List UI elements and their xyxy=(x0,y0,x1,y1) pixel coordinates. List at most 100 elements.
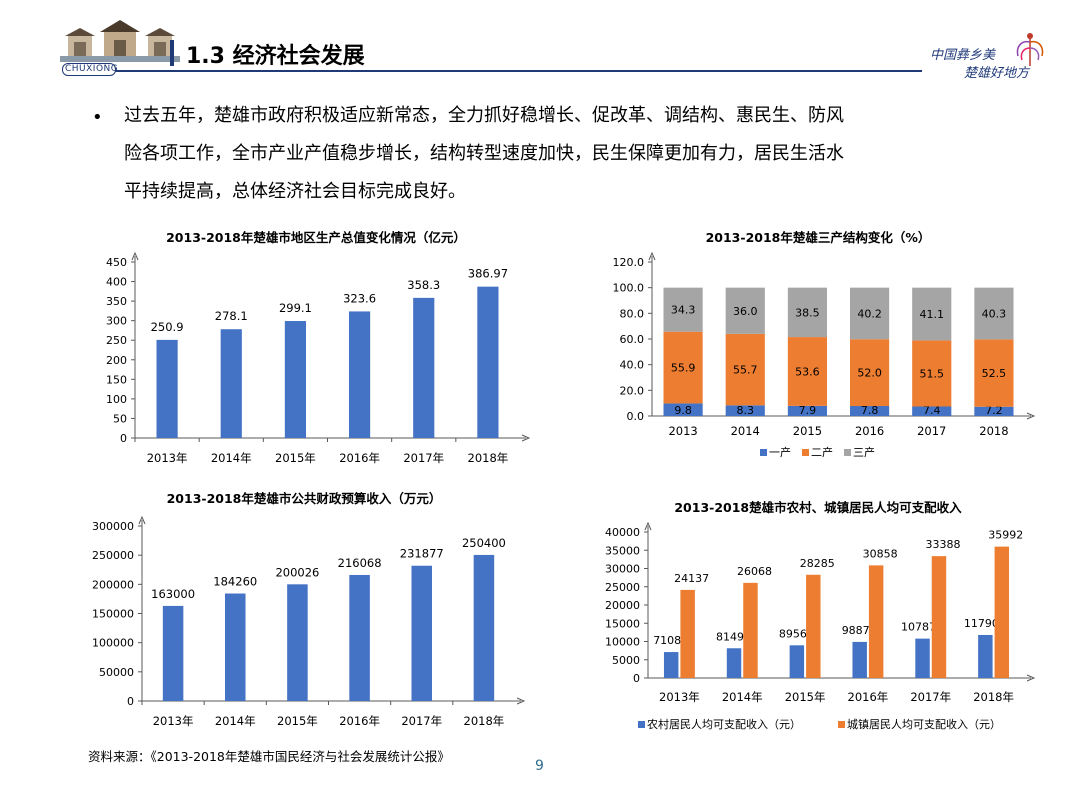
structure-data-label: 38.5 xyxy=(795,306,820,319)
y-tick-label: 60.0 xyxy=(620,333,645,346)
structure-data-label: 53.6 xyxy=(795,365,820,378)
gdp-bar xyxy=(284,321,307,438)
legend-label: 一产 xyxy=(769,445,791,459)
rural-income-label: 10787 xyxy=(901,621,936,634)
intro-paragraph: 过去五年，楚雄市政府积极适应新常态，全力抓好稳增长、促改革、调结构、惠民生、防风… xyxy=(124,97,844,211)
paragraph-line: 平持续提高，总体经济社会目标完成良好。 xyxy=(124,181,466,202)
legend-swatch xyxy=(760,449,767,456)
finance-bar xyxy=(162,605,184,701)
x-tick-label: 2013年 xyxy=(659,690,700,704)
structure-bar-segment xyxy=(725,333,765,406)
structure-bar-segment xyxy=(912,287,952,341)
finance-bar xyxy=(287,584,308,701)
y-tick-label: 250 xyxy=(106,334,127,347)
urban-income-bar xyxy=(743,582,758,678)
urban-income-label: 33388 xyxy=(925,538,960,551)
structure-bar-segment xyxy=(663,403,703,416)
x-tick-label: 2014 xyxy=(731,424,760,438)
gdp-bar xyxy=(156,339,178,438)
x-tick-label: 2016年 xyxy=(339,714,380,728)
rural-income-label: 9887 xyxy=(842,624,870,637)
dancer-logo-icon xyxy=(1016,33,1044,66)
finance-bar xyxy=(411,565,433,701)
x-tick-label: 2015年 xyxy=(277,714,318,728)
y-tick-label: 25000 xyxy=(605,581,640,594)
x-tick-label: 2017 xyxy=(917,424,946,438)
page-number: 9 xyxy=(535,758,544,774)
structure-data-label: 40.2 xyxy=(857,307,882,320)
y-axis-arrow-icon xyxy=(138,515,146,525)
structure-bar-segment xyxy=(850,339,890,406)
y-tick-label: 100000 xyxy=(92,637,134,650)
rural-income-bar xyxy=(915,638,930,678)
x-tick-label: 2013年 xyxy=(153,714,194,728)
finance-data-label: 250400 xyxy=(462,536,506,550)
y-tick-label: 200 xyxy=(106,354,127,367)
rural-income-label: 8956 xyxy=(779,627,807,640)
y-tick-label: 50000 xyxy=(99,666,134,679)
y-tick-label: 30000 xyxy=(605,563,640,576)
x-tick-label: 2017年 xyxy=(403,451,444,465)
structure-data-label: 7.4 xyxy=(923,404,941,417)
gdp-data-label: 250.9 xyxy=(151,320,184,334)
finance-bar xyxy=(224,593,246,701)
title-rule-left xyxy=(170,40,174,66)
urban-income-label: 30858 xyxy=(863,547,898,560)
urban-income-label: 26068 xyxy=(737,565,772,578)
income-chart-title: 2013-2018楚雄市农村、城镇居民人均可支配收入 xyxy=(674,500,962,515)
structure-data-label: 7.8 xyxy=(861,404,879,417)
structure-data-label: 36.0 xyxy=(733,305,758,318)
y-axis-arrow-icon xyxy=(131,251,139,261)
urban-income-label: 24137 xyxy=(674,572,709,585)
structure-chart-title: 2013-2018年楚雄三产结构变化（%） xyxy=(705,230,931,245)
urban-income-bar xyxy=(868,565,884,678)
page-title: 1.3 经济社会发展 xyxy=(186,44,365,69)
finance-data-label: 231877 xyxy=(400,547,444,561)
gdp-data-label: 386.97 xyxy=(468,267,508,281)
y-tick-label: 20000 xyxy=(605,599,640,612)
y-tick-label: 80.0 xyxy=(620,307,645,320)
structure-data-label: 9.8 xyxy=(674,404,692,417)
x-tick-label: 2018 xyxy=(979,424,1008,438)
x-tick-label: 2015 xyxy=(793,424,822,438)
legend-swatch xyxy=(802,449,809,456)
legend-swatch xyxy=(844,449,851,456)
y-tick-label: 40000 xyxy=(605,526,640,539)
rural-income-label: 8149 xyxy=(716,630,744,643)
finance-bar xyxy=(473,554,495,701)
structure-data-label: 52.0 xyxy=(857,367,882,380)
y-tick-label: 400 xyxy=(106,276,127,289)
rural-income-bar xyxy=(852,641,867,678)
legend-swatch xyxy=(638,721,645,728)
y-tick-label: 5000 xyxy=(612,654,640,667)
y-tick-label: 35000 xyxy=(605,544,640,557)
legend-label: 城镇居民人均可支配收入（元） xyxy=(847,717,1001,731)
finance-revenue-bar-chart: 0 50000 100000 150000 200000 250000 300000 2013… xyxy=(92,515,526,728)
x-tick-label: 2017年 xyxy=(401,714,442,728)
industry-structure-stacked-chart: 0.0 20.0 40.0 60.0 80.0 100.0 120.0 2013 2014 201… xyxy=(613,251,1036,459)
gdp-data-label: 358.3 xyxy=(407,278,440,292)
y-tick-label: 200000 xyxy=(92,578,134,591)
structure-data-label: 41.1 xyxy=(920,308,945,321)
x-tick-label: 2014年 xyxy=(722,690,763,704)
gdp-data-label: 323.6 xyxy=(343,291,376,305)
structure-data-label: 55.7 xyxy=(733,364,758,377)
y-tick-label: 300 xyxy=(106,315,127,328)
logo-caption: CHUXIONG xyxy=(65,64,119,74)
structure-data-label: 51.5 xyxy=(920,367,945,380)
x-tick-label: 2016年 xyxy=(339,451,380,465)
structure-data-label: 8.3 xyxy=(737,404,755,417)
structure-data-label: 40.3 xyxy=(982,308,1007,321)
urban-income-bar xyxy=(994,546,1010,678)
urban-income-bar xyxy=(680,589,695,678)
brand-slogan-line1: 中国彝乡美 xyxy=(930,48,996,63)
logo-caption-box xyxy=(62,63,116,76)
y-tick-label: 10000 xyxy=(605,636,640,649)
gdp-data-label: 278.1 xyxy=(215,309,248,323)
structure-bar-segment xyxy=(912,340,952,407)
x-tick-label: 2018年 xyxy=(468,451,509,465)
x-tick-label: 2015年 xyxy=(275,451,316,465)
structure-bar-segment xyxy=(663,287,703,332)
x-axis-arrow-icon xyxy=(516,697,526,705)
